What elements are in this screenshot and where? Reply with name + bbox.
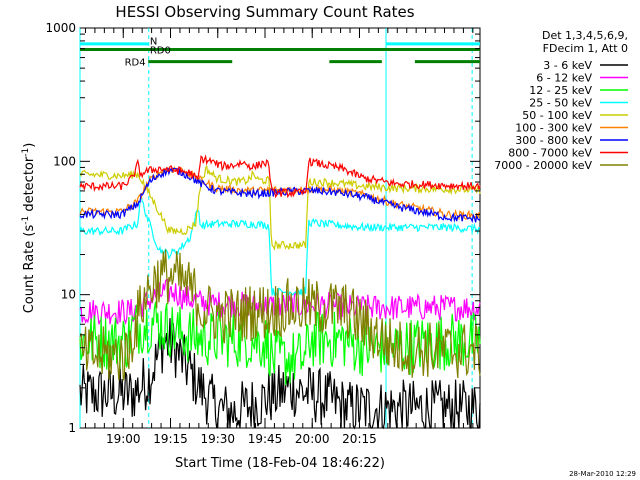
legend-label-3: 25 - 50 keV <box>529 97 592 110</box>
series-layer <box>79 154 481 430</box>
legend-label-6: 300 - 800 keV <box>515 134 592 147</box>
legend-label-4: 50 - 100 keV <box>522 109 592 122</box>
y-axis-label: Count Rate (s-1 detector-1) <box>21 143 37 314</box>
legend-label-5: 100 - 300 keV <box>515 122 592 135</box>
series-line-8 <box>79 249 481 381</box>
y-tick-label-2: 100 <box>53 154 76 168</box>
legend-label-8: 7000 - 20000 keV <box>494 159 592 172</box>
y-tick-label-3: 1000 <box>45 21 76 35</box>
series-line-6 <box>79 167 481 224</box>
y-axis-label-sup2: -1 <box>21 148 31 157</box>
x-axis-label: Start Time (18-Feb-04 18:46:22) <box>175 456 385 471</box>
y-tick-label-1: 10 <box>61 288 76 302</box>
series-line-7 <box>79 154 481 199</box>
y-axis-label-sup1: -1 <box>21 216 31 225</box>
flag-label-rd4: RD4 <box>125 58 146 69</box>
legend-header-detectors: Det 1,3,4,5,6,9, <box>542 29 628 42</box>
y-axis-label-main: Count Rate (s <box>22 225 37 314</box>
x-tick-label-3: 19:45 <box>248 432 283 446</box>
legend: Det 1,3,4,5,6,9, FDecim 1, Att 0 3 - 6 k… <box>494 29 628 172</box>
x-tick-label-2: 19:30 <box>200 432 235 446</box>
x-tick-label-4: 20:00 <box>295 432 330 446</box>
x-tick-label-1: 19:15 <box>153 432 188 446</box>
y-tick-label-0: 1 <box>68 421 76 435</box>
chart-title: HESSI Observing Summary Count Rates <box>115 3 414 21</box>
legend-label-7: 800 - 7000 keV <box>508 147 592 160</box>
y-axis-label-mid: detector <box>22 156 37 216</box>
y-axis: 1 10 100 1000 <box>45 21 480 435</box>
flag-label-rd0: RD0 <box>150 45 171 56</box>
timestamp: 28-Mar-2010 12:29 <box>569 470 636 478</box>
series-line-2 <box>79 301 481 386</box>
flag-label-night: N <box>150 37 157 48</box>
legend-header-decimation: FDecim 1, Att 0 <box>543 42 628 55</box>
x-tick-label-0: 19:00 <box>106 432 141 446</box>
series-line-3 <box>79 194 481 297</box>
legend-label-1: 6 - 12 keV <box>536 72 592 85</box>
legend-label-0: 3 - 6 keV <box>543 59 592 72</box>
x-axis: 19:00 19:15 19:30 19:45 20:00 20:15 <box>84 28 474 446</box>
x-tick-label-5: 20:15 <box>342 432 377 446</box>
legend-label-2: 12 - 25 keV <box>529 84 592 97</box>
series-line-0 <box>79 318 481 430</box>
y-axis-label-end: ) <box>22 143 37 148</box>
